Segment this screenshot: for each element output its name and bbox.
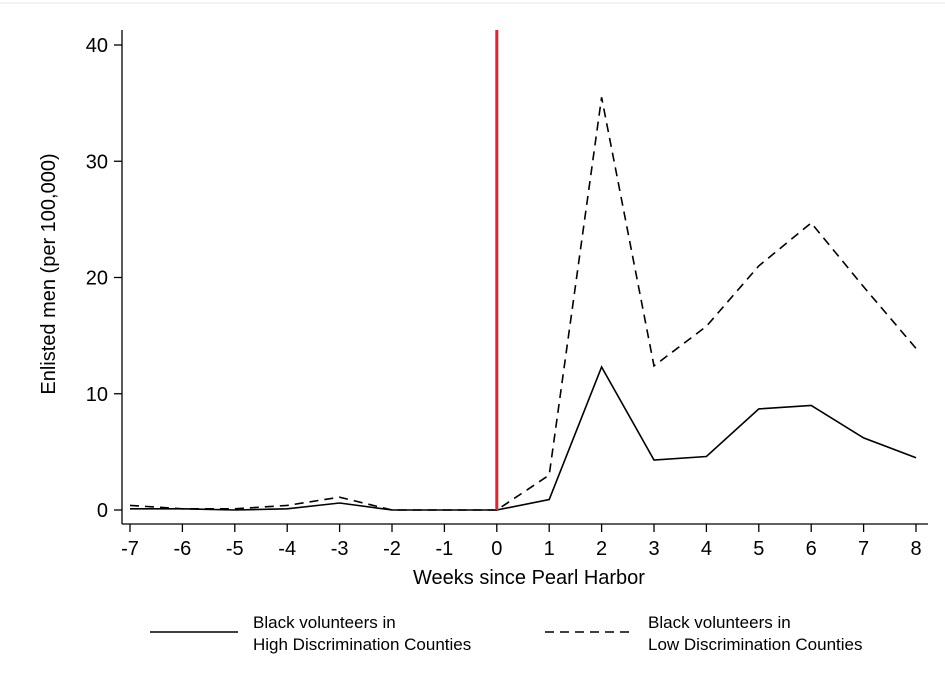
x-tick-label: -4 [278,538,296,560]
x-tick-label: 0 [491,538,502,560]
x-tick-label: -1 [436,538,454,560]
x-tick-label: 3 [648,538,659,560]
y-tick-label: 30 [86,151,108,173]
x-tick-label: -7 [121,538,139,560]
series-line-low-discrimination [129,97,917,511]
x-tick-label: -6 [174,538,192,560]
y-tick-label: 20 [86,268,108,290]
x-tick-label: -5 [226,538,244,560]
x-tick-label: 2 [596,538,607,560]
x-tick-label: -3 [331,538,349,560]
legend-label-line: Low Discrimination Counties [648,635,862,654]
y-tick-label: 0 [97,500,108,522]
legend-label-line: Black volunteers in [648,613,791,632]
x-axis-title: Weeks since Pearl Harbor [413,567,645,589]
y-tick-label: 10 [86,384,108,406]
x-tick-label: 5 [753,538,764,560]
y-axis-title: Enlisted men (per 100,000) [38,153,60,394]
legend: Black volunteers in High Discrimination C… [150,613,862,654]
x-tick-label: 1 [544,538,555,560]
data-marks [129,30,917,511]
x-tick-label: 4 [701,538,712,560]
y-tick-label: 40 [86,35,108,57]
x-tick-label: 7 [858,538,869,560]
x-tick-label: 6 [806,538,817,560]
x-tick-label: 8 [910,538,921,560]
legend-label-line: High Discrimination Counties [253,635,471,654]
axes: 0 10 20 30 40 -7 -6 -5 -4 -3 -2 -1 0 1 2 3 4 5 6 7 8 [86,30,928,560]
legend-label-line: Black volunteers in [253,613,396,632]
x-tick-label: -2 [383,538,401,560]
series-line-high-discrimination [130,365,917,511]
